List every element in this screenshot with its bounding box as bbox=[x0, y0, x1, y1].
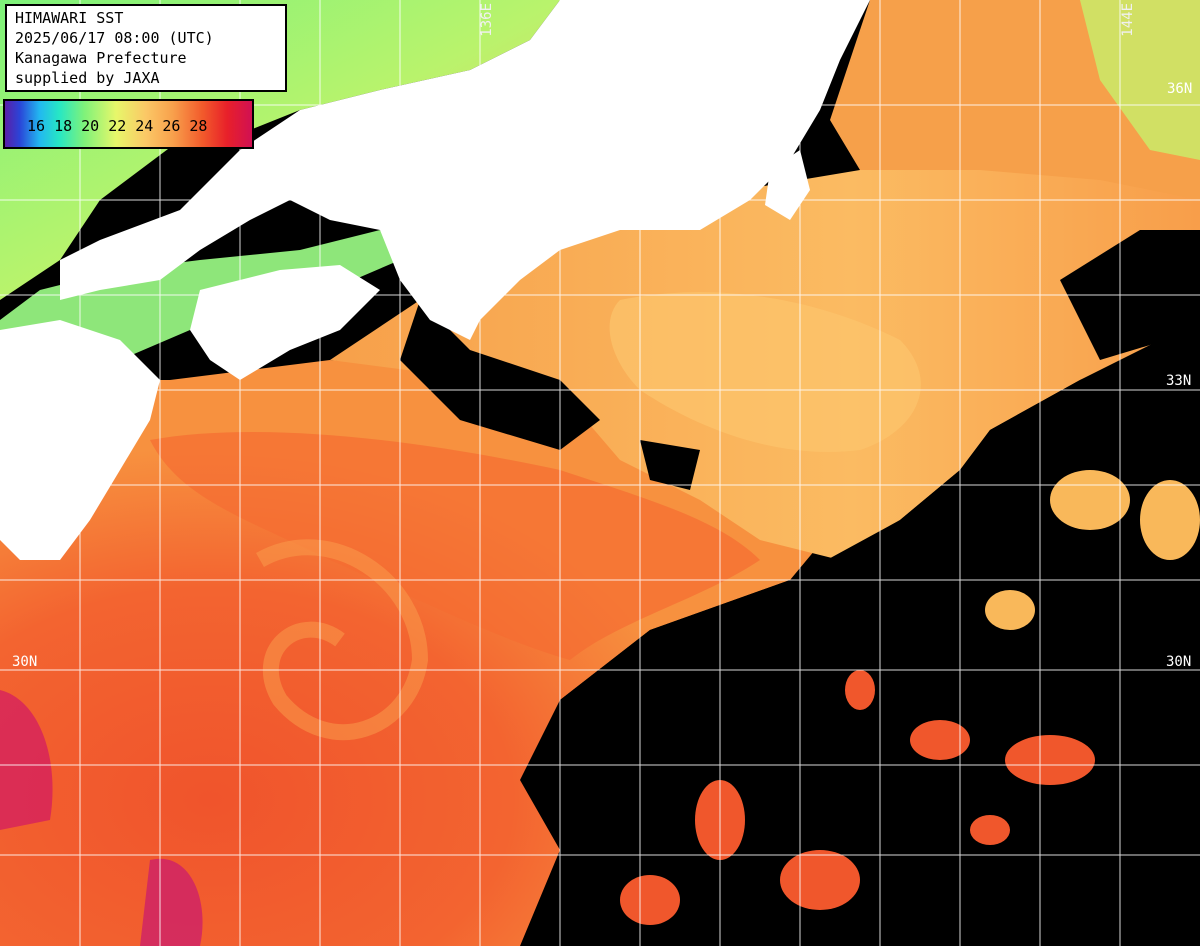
lat-label-36n: 36N bbox=[1167, 81, 1193, 97]
magenta-south bbox=[140, 858, 203, 946]
scale-tick: 22 bbox=[108, 117, 127, 135]
source-line: supplied by JAXA bbox=[15, 69, 160, 87]
kuroshio-core bbox=[150, 431, 760, 660]
lat-label-33n: 33N bbox=[1166, 373, 1192, 389]
scale-tick: 16 bbox=[27, 117, 46, 135]
color-scale-labels: 16 18 20 22 24 26 28 bbox=[27, 117, 207, 135]
timestamp: 2025/06/17 08:00 (UTC) bbox=[15, 29, 214, 47]
magenta-edge bbox=[0, 690, 53, 830]
scale-tick: 26 bbox=[162, 117, 181, 135]
scale-tick: 20 bbox=[81, 117, 100, 135]
provider-line: Kanagawa Prefecture bbox=[15, 49, 187, 67]
product-title: HIMAWARI SST bbox=[15, 9, 124, 27]
color-scale: 16 18 20 22 24 26 28 bbox=[3, 99, 254, 149]
lon-label-136e: 136E bbox=[479, 3, 495, 37]
light-water-patch bbox=[609, 292, 921, 452]
scale-tick: 18 bbox=[54, 117, 73, 135]
shikoku-land bbox=[190, 265, 380, 380]
northeast-cool-patch bbox=[1080, 0, 1200, 160]
island-small bbox=[8, 390, 50, 440]
cloud-mask-coast bbox=[400, 300, 600, 450]
scale-tick: 24 bbox=[135, 117, 154, 135]
eddy-swirl bbox=[256, 539, 429, 741]
lat-label-30n-left: 30N bbox=[12, 654, 38, 670]
izu-peninsula bbox=[765, 150, 810, 220]
lon-label-144e: 144E bbox=[1120, 3, 1136, 37]
scale-tick: 28 bbox=[189, 117, 208, 135]
cloud-mask-small bbox=[640, 440, 700, 490]
info-box: HIMAWARI SST 2025/06/17 08:00 (UTC) Kana… bbox=[5, 4, 287, 92]
lat-label-30n-right: 30N bbox=[1166, 654, 1192, 670]
honshu-land bbox=[60, 0, 870, 340]
